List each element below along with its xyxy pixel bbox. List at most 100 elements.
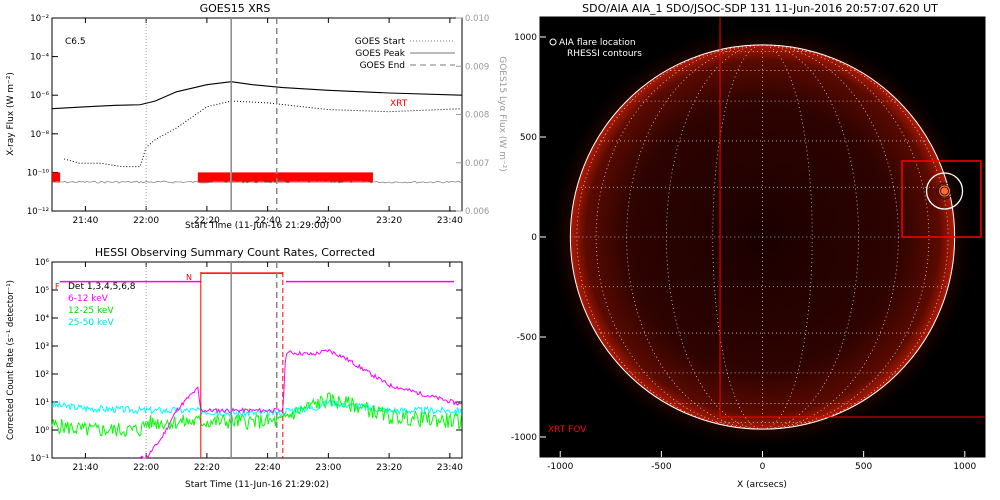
hessi-6-12-series (140, 348, 462, 459)
hessi-series (51, 272, 462, 459)
aia-longitude-line (666, 44, 763, 430)
aia-xlabel: X (arcsecs) (737, 480, 787, 490)
goes-ytick-label: 10⁻¹⁰ (27, 168, 50, 178)
hessi-ytick-label: 10⁻¹ (30, 454, 49, 464)
aia-flare-marker (925, 172, 964, 210)
goes-legend: GOES Start GOES Peak GOES End (355, 37, 455, 71)
goes-xrt-bar (197, 172, 231, 183)
goes-xtick-label: 21:40 (72, 216, 98, 226)
goes-xtick-label: 23:40 (437, 216, 463, 226)
legend-goes-end: GOES End (360, 61, 405, 71)
legend-6-12: 6-12 keV (68, 294, 109, 304)
goes-xtick-label: 23:00 (315, 216, 341, 226)
goes-ytick-label: 10⁻¹² (27, 207, 49, 217)
aia-longitude-line (576, 44, 763, 430)
goes-ytick-label: 10⁻⁸ (30, 130, 49, 140)
aia-xtick-label: 0 (760, 462, 766, 472)
hessi-xtick-label: 22:00 (133, 463, 159, 473)
hessi-xtick-label: 22:20 (194, 463, 220, 473)
hessi-ytick-label: 10⁴ (35, 314, 50, 324)
hessi-title: HESSI Observing Summary Count Rates, Cor… (95, 246, 375, 259)
goes-series (51, 81, 463, 184)
goes-xtick-label: 22:40 (255, 216, 281, 226)
goes-ylabel: X-ray Flux (W m⁻²) (6, 72, 16, 156)
aia-longitude-line (762, 44, 899, 430)
aia-xtick-label: -500 (651, 462, 672, 472)
hessi-ytick-label: 10⁵ (35, 286, 49, 296)
legend-25-50: 25-50 keV (68, 318, 114, 328)
goes-xtick-label: 22:20 (194, 216, 220, 226)
hessi-xtick-label: 21:40 (72, 463, 98, 473)
legend-12-25: 12-25 keV (68, 306, 114, 316)
hessi-xtick-label: 23:40 (437, 463, 463, 473)
aia-xtick-label: -1000 (547, 462, 573, 472)
goes-xrt-bars (52, 172, 373, 183)
goes-ytick-label: 10⁻⁴ (30, 53, 49, 63)
hessi-xtick-label: 23:20 (376, 463, 402, 473)
aia-ytick-label: 500 (520, 133, 537, 143)
aia-legend-flare: AIA flare location (559, 38, 636, 48)
hessi-xtick-label: 22:40 (255, 463, 281, 473)
hessi-legend: Det 1,3,4,5,6,8 6-12 keV 12-25 keV 25-50… (68, 282, 136, 328)
goes-y2tick-label: 0.008 (465, 111, 489, 121)
hessi-12-25-series (51, 392, 462, 438)
rhessi-contour (936, 182, 953, 200)
rhessi-contour (940, 186, 949, 196)
goes-long-channel (51, 81, 463, 110)
hessi-xtick-label: 23:00 (315, 463, 341, 473)
goes-xrt-bar (231, 172, 373, 183)
aia-xtick-label: 500 (855, 462, 872, 472)
goes-y2label: GOES15 Lyα Flux (W m⁻²) (497, 56, 507, 172)
aia-axes: -1000 -500 0 500 1000 1000 500 0 -500 -1000 (511, 16, 986, 472)
goes-short-channel (64, 100, 463, 168)
goes-class-label: C6.5 (65, 37, 86, 47)
goes-y2tick-label: 0.006 (465, 207, 489, 217)
hessi-ylabel: Corrected Count Rate (s⁻¹ detector⁻¹) (6, 280, 16, 440)
aia-legend-circle-icon (549, 38, 557, 46)
aia-ytick-label: 0 (531, 233, 537, 243)
aia-xtick-label: 1000 (953, 462, 976, 472)
aia-flare-circle (925, 172, 964, 210)
hessi-ytick-label: 10⁶ (35, 258, 50, 268)
xrt-fov-small (901, 160, 982, 238)
legend-det: Det 1,3,4,5,6,8 (68, 282, 136, 292)
hessi-ytick-label: 10¹ (35, 398, 49, 408)
goes-y2tick-label: 0.007 (465, 159, 489, 169)
goes-y2tick-label: 0.010 (465, 14, 489, 24)
goes-ytick-label: 10⁻⁶ (30, 91, 49, 101)
legend-goes-start: GOES Start (355, 37, 406, 47)
hessi-panel: HESSI Observing Summary Count Rates, Cor… (6, 246, 463, 490)
goes-xtick-label: 22:00 (133, 216, 159, 226)
legend-goes-peak: GOES Peak (355, 49, 405, 59)
goes-event-lines (145, 18, 278, 211)
hessi-plot-frame (51, 261, 463, 459)
hessi-ytick-label: 10⁰ (35, 426, 50, 436)
goes-title: GOES15 XRS (200, 2, 271, 15)
goes-lya-series (52, 180, 462, 184)
flag-n: N (186, 273, 192, 282)
aia-legend-rhessi: RHESSI contours (567, 49, 642, 59)
goes-panel: GOES15 XRS 21:40 22:00 22:20 22:40 23:00 23:2… (6, 2, 507, 231)
flag-f: F (55, 282, 60, 291)
hessi-event-lines (145, 262, 278, 458)
hessi-25-50-series (51, 398, 462, 419)
hessi-ytick-label: 10² (35, 370, 49, 380)
aia-longitude-line (626, 44, 763, 430)
hessi-xlabel: Start Time (11-Jun-16 21:29:02) (185, 480, 329, 490)
hessi-ytick-label: 10³ (35, 342, 49, 352)
aia-ytick-label: 1000 (514, 33, 537, 43)
hessi-axes: 21:40 22:00 22:20 22:40 23:00 23:20 23:40 10⁻¹ 1… (30, 258, 463, 473)
aia-panel: SDO/AIA AIA_1 SDO/JSOC-SDP 131 11-Jun-20… (511, 2, 986, 490)
aia-ytick-label: -500 (517, 333, 538, 343)
goes-axes: 21:40 22:00 22:20 22:40 23:00 23:20 23:40 10⁻¹²… (27, 14, 489, 226)
aia-longitude-line (762, 44, 859, 430)
goes-xrt-label: XRT (390, 99, 408, 109)
goes-ytick-label: 10⁻² (30, 14, 49, 24)
aia-xrt-fov-label: XRT FOV (548, 425, 587, 435)
aia-title: SDO/AIA AIA_1 SDO/JSOC-SDP 131 11-Jun-20… (582, 2, 938, 15)
goes-y2tick-label: 0.009 (465, 62, 489, 72)
goes-xlabel: Start Time (11-Jun-16 21:29:00) (185, 221, 329, 231)
rhessi-contour (938, 184, 951, 198)
aia-ytick-label: -1000 (511, 433, 537, 443)
